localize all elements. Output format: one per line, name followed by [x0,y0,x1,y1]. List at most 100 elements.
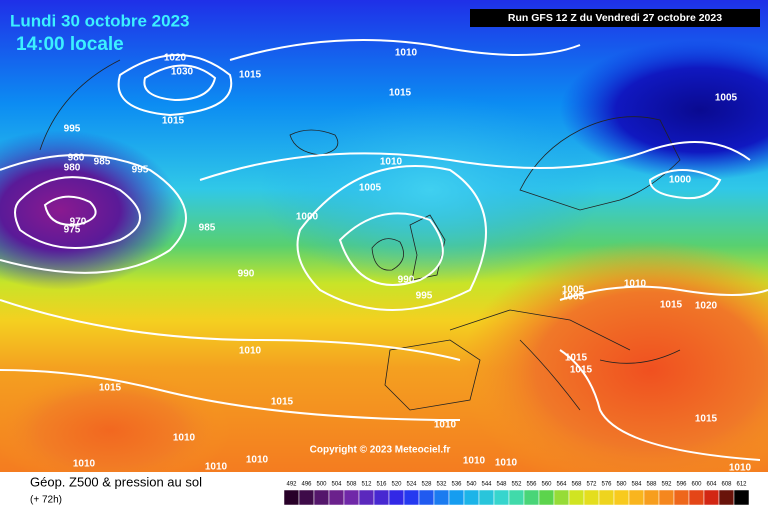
legend-swatch [358,489,375,506]
legend-label: 512 [361,482,372,488]
copyright: Copyright © 2023 Meteociel.fr [310,445,451,456]
legend-label: 604 [706,482,717,488]
legend-swatch [628,489,645,506]
isobar-label: 995 [132,165,149,176]
legend-label: 516 [376,482,387,488]
isobar-label: 1010 [73,459,96,470]
isobar-label: 1030 [171,67,194,78]
legend-label: 568 [571,482,582,488]
forecast-lead: (+ 72h) [30,495,62,506]
coastlines [39,59,681,411]
isobar-label: 970 [70,217,87,228]
legend-swatch [703,489,720,506]
isobar-label: 1015 [162,116,185,127]
forecast-time: 14:00 locale [16,34,124,55]
run-box [470,9,760,27]
isobar-label: 1010 [729,463,752,474]
legend-swatch [508,489,525,506]
legend-swatch [613,489,630,506]
isobar-label: 1020 [164,53,187,64]
legend-label: 504 [331,482,342,488]
legend-label: 576 [601,482,612,488]
legend-swatch [598,489,615,506]
isobar-label: 1015 [99,383,122,394]
legend-label: 560 [541,482,552,488]
legend-label: 588 [646,482,657,488]
legend-swatch [478,489,495,506]
legend-label: 492 [286,482,297,488]
legend-swatch [718,489,735,506]
legend-swatch [388,489,405,506]
legend-label: 612 [736,482,747,488]
legend-label: 508 [346,482,357,488]
isobar-label: 1015 [239,70,262,81]
isobar-label: 1010 [395,48,418,59]
legend-label: 520 [391,482,402,488]
legend-swatch [553,489,570,506]
isobar-label: 1000 [669,175,692,186]
legend-label: 528 [421,482,432,488]
legend-swatch [493,489,510,506]
legend-label: 496 [301,482,312,488]
color-legend: 492 496 500 504 508 512 516 520 524 528 532 536 540 5… [283,482,750,506]
isobar-label: 1010 [495,458,518,469]
legend-label: 600 [691,482,702,488]
isobar-label: 990 [398,275,415,286]
isobar-label: 1010 [246,455,269,466]
field-area [460,240,768,500]
legend-label: 500 [316,482,327,488]
legend-label: 608 [721,482,732,488]
field-area [260,95,600,285]
forecast-date: Lundi 30 octobre 2023 [10,11,190,30]
field-area [0,370,230,490]
isobar-label: 1010 [463,456,486,467]
isobar-label: 995 [416,291,433,302]
legend-swatch [568,489,585,506]
isobar-label: 980 [64,163,81,174]
legend-swatch [658,489,675,506]
isobar-label: 1005 [562,292,585,303]
legend-swatch [643,489,660,506]
isobar-label: 1005 [359,183,382,194]
legend-swatch [433,489,450,506]
isobar-label: 1005 [562,285,585,296]
legend-swatch [538,489,555,506]
isobar-label: 1015 [695,414,718,425]
legend-label: 556 [526,482,537,488]
legend-label: 572 [586,482,597,488]
legend-label: 524 [406,482,417,488]
legend-swatch [463,489,480,506]
legend-swatch [283,489,300,506]
legend-swatch [583,489,600,506]
footer-title: Géop. Z500 & pression au sol [30,474,202,489]
legend-swatch [418,489,435,506]
legend-swatch [343,489,360,506]
legend-swatch [403,489,420,506]
legend-label: 584 [631,482,642,488]
isobars [0,39,768,461]
isobar-label: 985 [94,157,111,168]
legend-swatch [313,489,330,506]
isobar-label: 975 [64,225,81,236]
legend-swatch [733,489,750,506]
isobar-label: 1020 [695,301,718,312]
run-info: Run GFS 12 Z du Vendredi 27 octobre 2023 [508,12,722,24]
isobar-label: 1000 [296,212,319,223]
isobar-label: 1010 [239,346,262,357]
legend-swatch [523,489,540,506]
legend-label: 532 [436,482,447,488]
isobar-label: 995 [64,124,81,135]
isobar-label: 1015 [570,365,593,376]
legend-swatch [373,489,390,506]
legend-label: 564 [556,482,567,488]
legend-label: 540 [466,482,477,488]
isobar-label: 990 [238,269,255,280]
isobar-label: 1010 [173,433,196,444]
isobar-label: 1010 [380,157,403,168]
legend-swatch [448,489,465,506]
isobar-label: 1005 [715,93,738,104]
legend-label: 592 [661,482,672,488]
